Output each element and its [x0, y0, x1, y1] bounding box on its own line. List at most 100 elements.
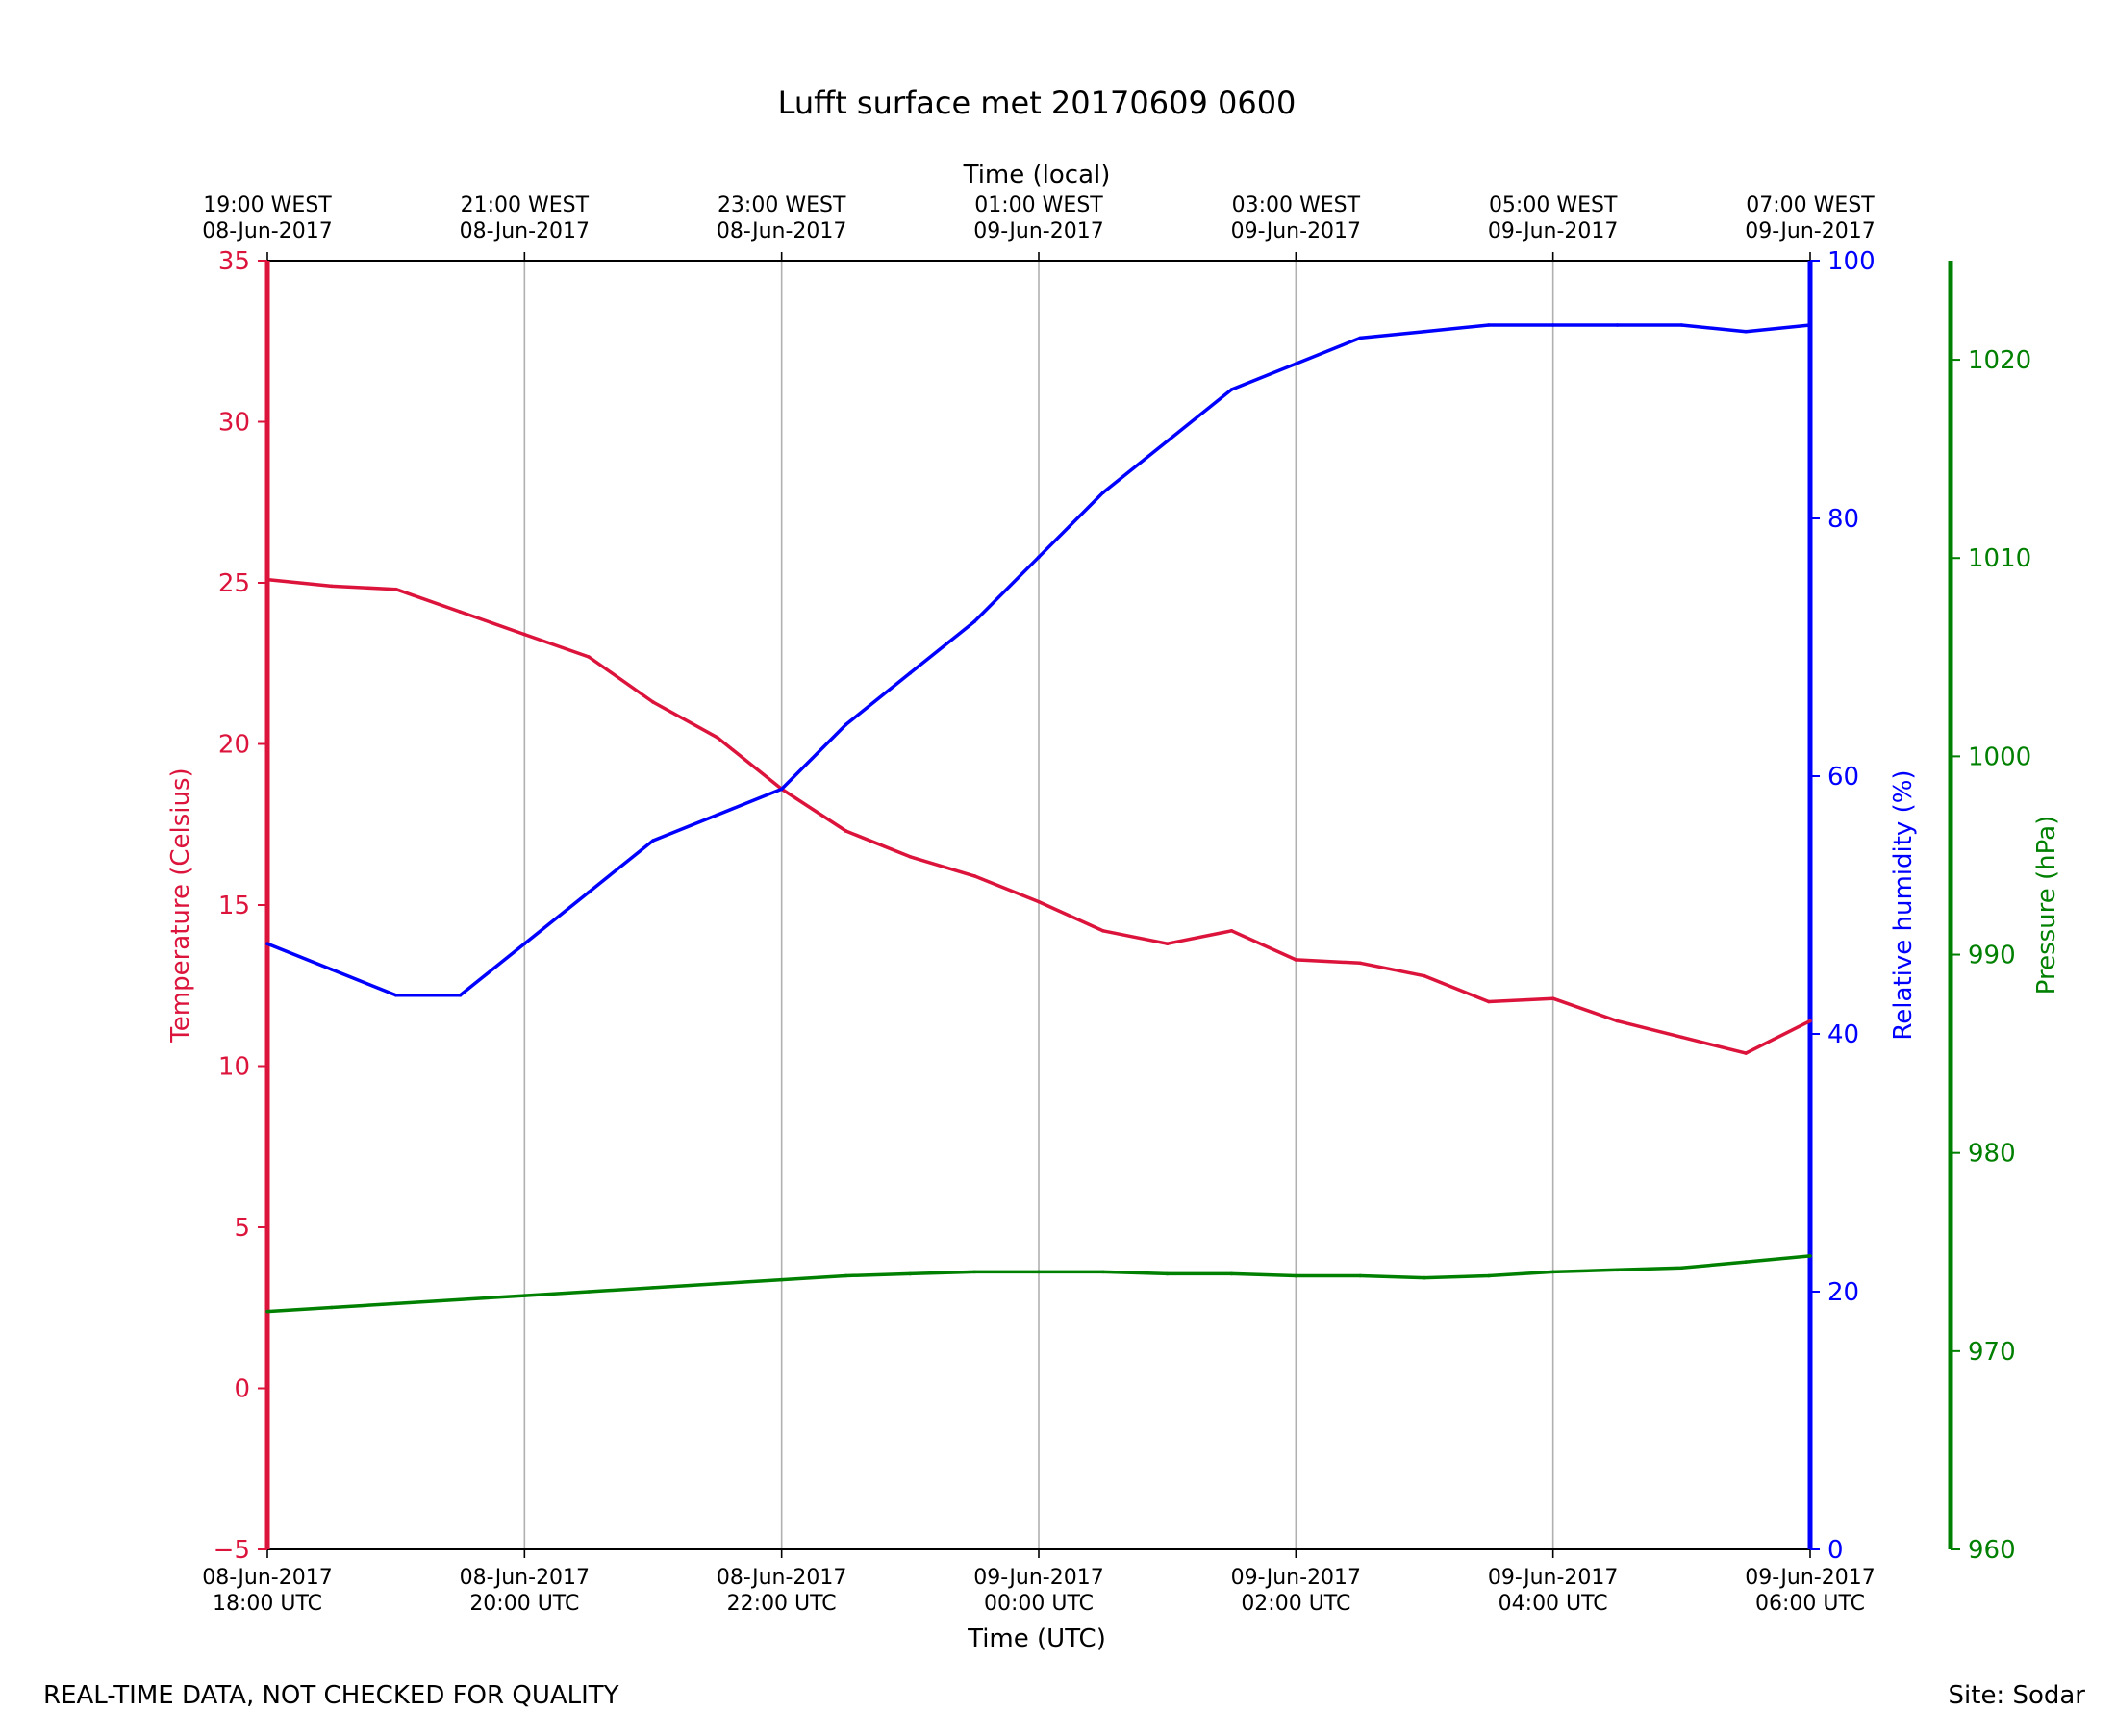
humidity-tick-label: 80 — [1827, 505, 1859, 534]
relative-humidity-data-point — [1037, 555, 1041, 559]
temperature-axis-label: Temperature (Celsius) — [166, 767, 195, 1043]
temperature-data-point — [844, 829, 848, 833]
x-tick-label-local-date: 08-Jun-2017 — [717, 219, 846, 243]
temperature-data-point — [522, 632, 527, 637]
relative-humidity-data-point — [1615, 323, 1620, 327]
humidity-tick-label: 0 — [1827, 1536, 1844, 1565]
relative-humidity-data-point — [1101, 491, 1105, 494]
top-axis-label: Time (local) — [963, 161, 1111, 189]
temperature-tick-label: 35 — [218, 247, 250, 276]
relative-humidity-data-point — [1165, 439, 1170, 443]
relative-humidity-data-point — [1550, 323, 1555, 327]
pressure-data-point — [265, 1309, 269, 1314]
pressure-data-point — [1550, 1270, 1555, 1274]
temperature-tick-label: −5 — [214, 1536, 250, 1565]
x-tick-label-utc-date: 09-Jun-2017 — [1488, 1566, 1618, 1590]
x-tick-label-utc-time: 20:00 UTC — [469, 1592, 579, 1616]
bottom-axis-label: Time (UTC) — [967, 1624, 1106, 1653]
pressure-tick-label: 970 — [1968, 1338, 2016, 1367]
relative-humidity-data-point — [587, 890, 591, 894]
x-tick-label-utc-date: 08-Jun-2017 — [460, 1566, 590, 1590]
pressure-data-point — [779, 1277, 784, 1282]
relative-humidity-data-point — [844, 722, 848, 727]
relative-humidity-data-point — [908, 671, 913, 675]
x-tick-label-local-date: 09-Jun-2017 — [973, 219, 1103, 243]
x-tick-label-local-time: 19:00 WEST — [203, 193, 332, 217]
relative-humidity-data-point — [1679, 323, 1684, 327]
temperature-data-point — [1615, 1019, 1620, 1023]
temperature-data-point — [587, 655, 591, 659]
pressure-data-point — [393, 1301, 398, 1306]
pressure-data-point — [1808, 1254, 1812, 1258]
relative-humidity-data-point — [1423, 329, 1426, 334]
temperature-data-point — [393, 587, 398, 591]
temperature-data-point — [908, 854, 913, 859]
x-tick-label-local-time: 05:00 WEST — [1489, 193, 1618, 217]
relative-humidity-data-point — [330, 968, 334, 971]
temperature-tick-label: 20 — [218, 731, 250, 760]
relative-humidity-data-point — [458, 994, 463, 997]
pressure-data-point — [1165, 1271, 1170, 1276]
temperature-data-point — [1358, 961, 1362, 966]
temperature-tick-label: 15 — [218, 892, 250, 920]
temperature-data-point — [1744, 1051, 1748, 1055]
x-tick-label-local-time: 01:00 WEST — [974, 193, 1103, 217]
temperature-data-point — [972, 874, 976, 878]
pressure-data-point — [587, 1290, 591, 1294]
relative-humidity-data-point — [1487, 323, 1491, 327]
pressure-data-point — [1037, 1270, 1041, 1274]
pressure-tick-label: 960 — [1968, 1536, 2016, 1565]
relative-humidity-data-point — [716, 813, 719, 817]
pressure-tick-label: 990 — [1968, 942, 2016, 970]
relative-humidity-data-point — [1744, 329, 1748, 334]
pressure-data-point — [522, 1294, 527, 1297]
x-tick-label-utc-date: 08-Jun-2017 — [202, 1566, 332, 1590]
pressure-data-point — [1229, 1271, 1234, 1276]
pressure-data-point — [458, 1297, 463, 1302]
quality-disclaimer: REAL-TIME DATA, NOT CHECKED FOR QUALITY — [43, 1681, 619, 1710]
relative-humidity-data-point — [1358, 336, 1362, 340]
humidity-tick-label: 100 — [1827, 247, 1876, 276]
x-tick-label-utc-time: 18:00 UTC — [213, 1592, 322, 1616]
pressure-tick-label: 1020 — [1968, 346, 2031, 375]
pressure-tick-label: 980 — [1968, 1140, 2016, 1169]
relative-humidity-data-point — [393, 994, 398, 997]
x-tick-label-utc-date: 09-Jun-2017 — [1745, 1566, 1875, 1590]
pressure-data-point — [1101, 1270, 1105, 1274]
temperature-data-point — [1550, 996, 1555, 1000]
x-tick-label-utc-time: 00:00 UTC — [984, 1592, 1094, 1616]
humidity-tick-label: 60 — [1827, 763, 1859, 792]
pressure-axis-label: Pressure (hPa) — [2032, 816, 2061, 995]
temperature-data-point — [716, 736, 719, 740]
x-tick-label-local-time: 21:00 WEST — [461, 193, 590, 217]
pressure-data-point — [716, 1281, 719, 1286]
relative-humidity-data-point — [522, 942, 527, 945]
relative-humidity-data-point — [1294, 362, 1298, 366]
x-tick-label-utc-date: 08-Jun-2017 — [717, 1566, 846, 1590]
humidity-tick-label: 20 — [1827, 1278, 1859, 1307]
relative-humidity-data-point — [972, 619, 976, 623]
relative-humidity-data-point — [265, 942, 269, 945]
x-tick-label-local-time: 07:00 WEST — [1746, 193, 1875, 217]
temperature-tick-label: 30 — [218, 409, 250, 438]
pressure-data-point — [1679, 1266, 1684, 1271]
pressure-data-point — [1744, 1260, 1748, 1264]
temperature-data-point — [1037, 899, 1041, 904]
x-tick-label-utc-time: 02:00 UTC — [1241, 1592, 1350, 1616]
x-tick-label-utc-time: 04:00 UTC — [1499, 1592, 1608, 1616]
x-tick-label-utc-time: 06:00 UTC — [1755, 1592, 1865, 1616]
temperature-data-point — [1294, 958, 1298, 962]
pressure-data-point — [908, 1271, 913, 1276]
site-label: Site: Sodar — [1948, 1681, 2085, 1710]
x-tick-label-local-time: 03:00 WEST — [1232, 193, 1361, 217]
temperature-data-point — [1487, 999, 1491, 1004]
pressure-data-point — [1487, 1273, 1491, 1278]
pressure-data-point — [844, 1273, 848, 1278]
chart-title: Lufft surface met 20170609 0600 — [778, 85, 1297, 121]
pressure-data-point — [1615, 1268, 1620, 1272]
relative-humidity-data-point — [779, 787, 784, 792]
relative-humidity-data-point — [1808, 323, 1812, 327]
